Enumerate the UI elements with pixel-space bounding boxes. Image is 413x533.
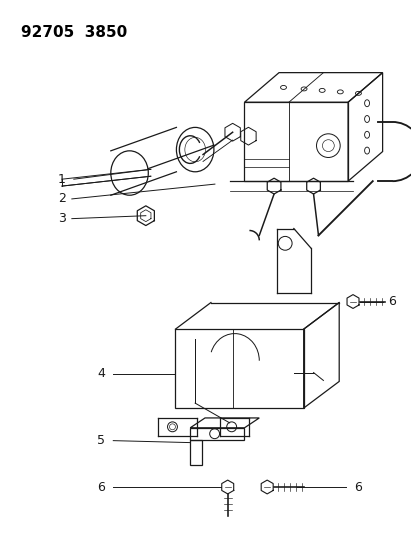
Text: 5: 5 (97, 434, 105, 447)
Text: 92705  3850: 92705 3850 (21, 25, 126, 41)
Text: 6: 6 (353, 481, 361, 494)
Text: 2: 2 (58, 192, 66, 205)
Text: 1: 1 (58, 173, 66, 185)
Text: 6: 6 (388, 295, 396, 308)
Text: 6: 6 (97, 481, 105, 494)
Text: 3: 3 (58, 212, 66, 225)
Text: 4: 4 (97, 367, 105, 380)
